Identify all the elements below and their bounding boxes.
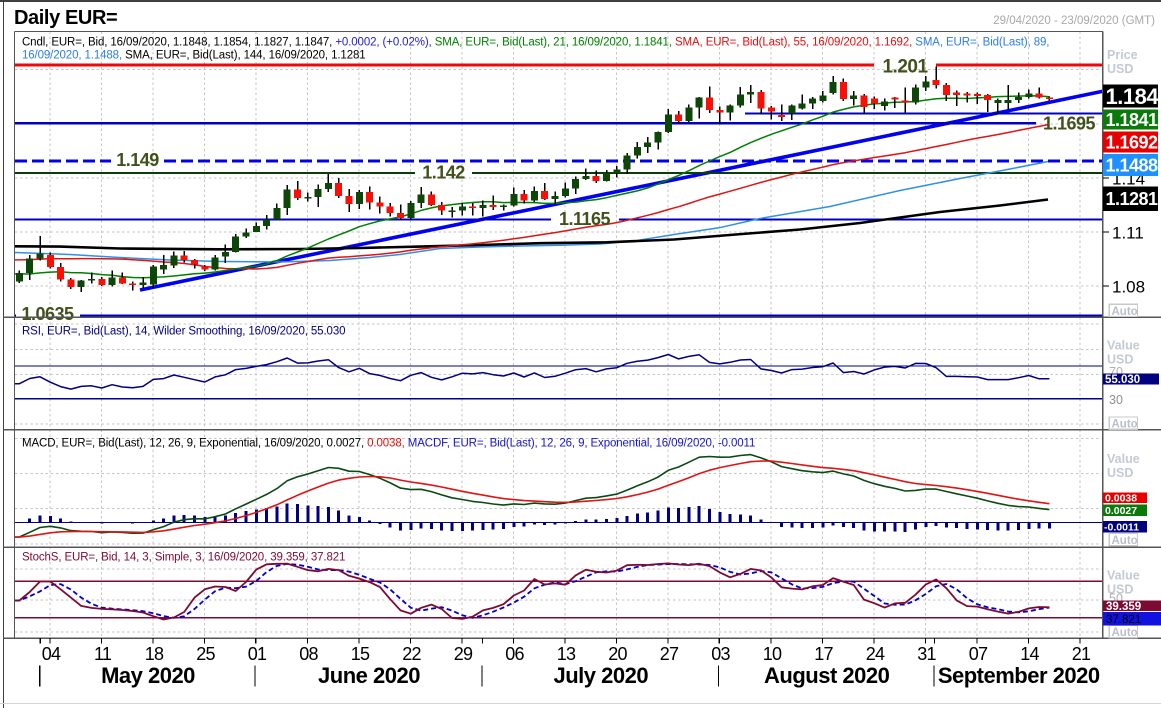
svg-text:Value: Value bbox=[1107, 452, 1140, 466]
svg-text:July 2020: July 2020 bbox=[554, 663, 649, 688]
svg-text:14: 14 bbox=[1020, 644, 1039, 664]
svg-text:1.11: 1.11 bbox=[1112, 224, 1144, 243]
svg-text:17: 17 bbox=[814, 644, 833, 664]
svg-text:15: 15 bbox=[351, 644, 370, 664]
svg-text:Value: Value bbox=[1107, 569, 1140, 583]
svg-text:1.1692: 1.1692 bbox=[1106, 132, 1159, 152]
svg-text:1.1488: 1.1488 bbox=[1106, 156, 1159, 176]
svg-text:27: 27 bbox=[660, 644, 679, 664]
svg-text:10: 10 bbox=[763, 644, 782, 664]
svg-text:Value: Value bbox=[1107, 339, 1140, 353]
svg-text:1.149: 1.149 bbox=[116, 150, 159, 170]
svg-text:04: 04 bbox=[42, 644, 61, 664]
svg-text:Auto: Auto bbox=[1112, 627, 1138, 639]
svg-text:1.0635: 1.0635 bbox=[21, 304, 74, 324]
svg-text:USD: USD bbox=[1107, 466, 1133, 480]
svg-text:31: 31 bbox=[917, 644, 936, 664]
svg-text:03: 03 bbox=[711, 644, 730, 664]
svg-text:May 2020: May 2020 bbox=[101, 663, 195, 688]
svg-text:June 2020: June 2020 bbox=[318, 663, 420, 688]
svg-text:Auto: Auto bbox=[1112, 535, 1138, 547]
svg-text:13: 13 bbox=[557, 644, 576, 664]
svg-text:Auto: Auto bbox=[1112, 306, 1138, 318]
svg-text:1.1695: 1.1695 bbox=[1043, 114, 1096, 134]
svg-text:USD: USD bbox=[1107, 353, 1133, 367]
svg-text:Auto: Auto bbox=[1112, 419, 1138, 431]
svg-text:RSI, EUR=, Bid(Last), 14, Wil: RSI, EUR=, Bid(Last), 14, Wilder Smoothi… bbox=[22, 326, 345, 338]
svg-text:StochS, EUR=, Bid, 14, 3, Sim: StochS, EUR=, Bid, 14, 3, Simple, 3, 16/… bbox=[22, 552, 345, 564]
svg-text:25: 25 bbox=[196, 644, 215, 664]
svg-text:Daily EUR=: Daily EUR= bbox=[14, 7, 117, 29]
svg-text:1.1841: 1.1841 bbox=[1106, 110, 1159, 130]
svg-text:USD: USD bbox=[1107, 583, 1133, 597]
svg-text:USD: USD bbox=[1107, 62, 1133, 76]
svg-text:24: 24 bbox=[866, 644, 885, 664]
svg-text:September 2020: September 2020 bbox=[938, 663, 1100, 688]
svg-text:16/09/2020, 1.1488, SMA, EUR=,: 16/09/2020, 1.1488, SMA, EUR=, Bid(Last)… bbox=[22, 50, 366, 62]
svg-text:37.821: 37.821 bbox=[1106, 614, 1141, 626]
svg-text:1.08: 1.08 bbox=[1112, 278, 1145, 297]
svg-text:11: 11 bbox=[94, 644, 112, 664]
svg-text:1.201: 1.201 bbox=[882, 57, 928, 78]
svg-text:22: 22 bbox=[402, 644, 421, 664]
svg-text:06: 06 bbox=[505, 644, 524, 664]
svg-text:29/04/2020 - 23/09/2020 (GMT): 29/04/2020 - 23/09/2020 (GMT) bbox=[993, 15, 1155, 27]
svg-text:1.142: 1.142 bbox=[422, 163, 465, 183]
svg-text:0.0027: 0.0027 bbox=[1105, 505, 1137, 517]
svg-text:55.030: 55.030 bbox=[1105, 374, 1140, 386]
svg-text:Cndl, EUR=, Bid, 16/09/2020,: Cndl, EUR=, Bid, 16/09/2020, 1.1848, 1.1… bbox=[22, 37, 1049, 49]
svg-text:20: 20 bbox=[608, 644, 627, 664]
svg-text:MACD, EUR=, Bid(Last), 12, 26: MACD, EUR=, Bid(Last), 12, 26, 9, Expone… bbox=[22, 438, 755, 450]
svg-text:1.184: 1.184 bbox=[1106, 84, 1160, 109]
svg-text:07: 07 bbox=[969, 644, 988, 664]
svg-text:1.1165: 1.1165 bbox=[559, 209, 611, 229]
svg-text:August 2020: August 2020 bbox=[764, 663, 890, 688]
svg-text:18: 18 bbox=[145, 644, 164, 664]
svg-text:01: 01 bbox=[248, 644, 267, 664]
svg-text:29: 29 bbox=[454, 644, 473, 664]
svg-text:-0.0011: -0.0011 bbox=[1104, 522, 1139, 534]
svg-text:Price: Price bbox=[1107, 48, 1138, 62]
svg-text:21: 21 bbox=[1072, 644, 1091, 664]
svg-text:39.359: 39.359 bbox=[1106, 601, 1141, 613]
svg-text:0.0038: 0.0038 bbox=[1105, 492, 1137, 504]
svg-text:30: 30 bbox=[1109, 393, 1123, 407]
svg-text:08: 08 bbox=[299, 644, 318, 664]
svg-text:1.1281: 1.1281 bbox=[1106, 189, 1159, 209]
